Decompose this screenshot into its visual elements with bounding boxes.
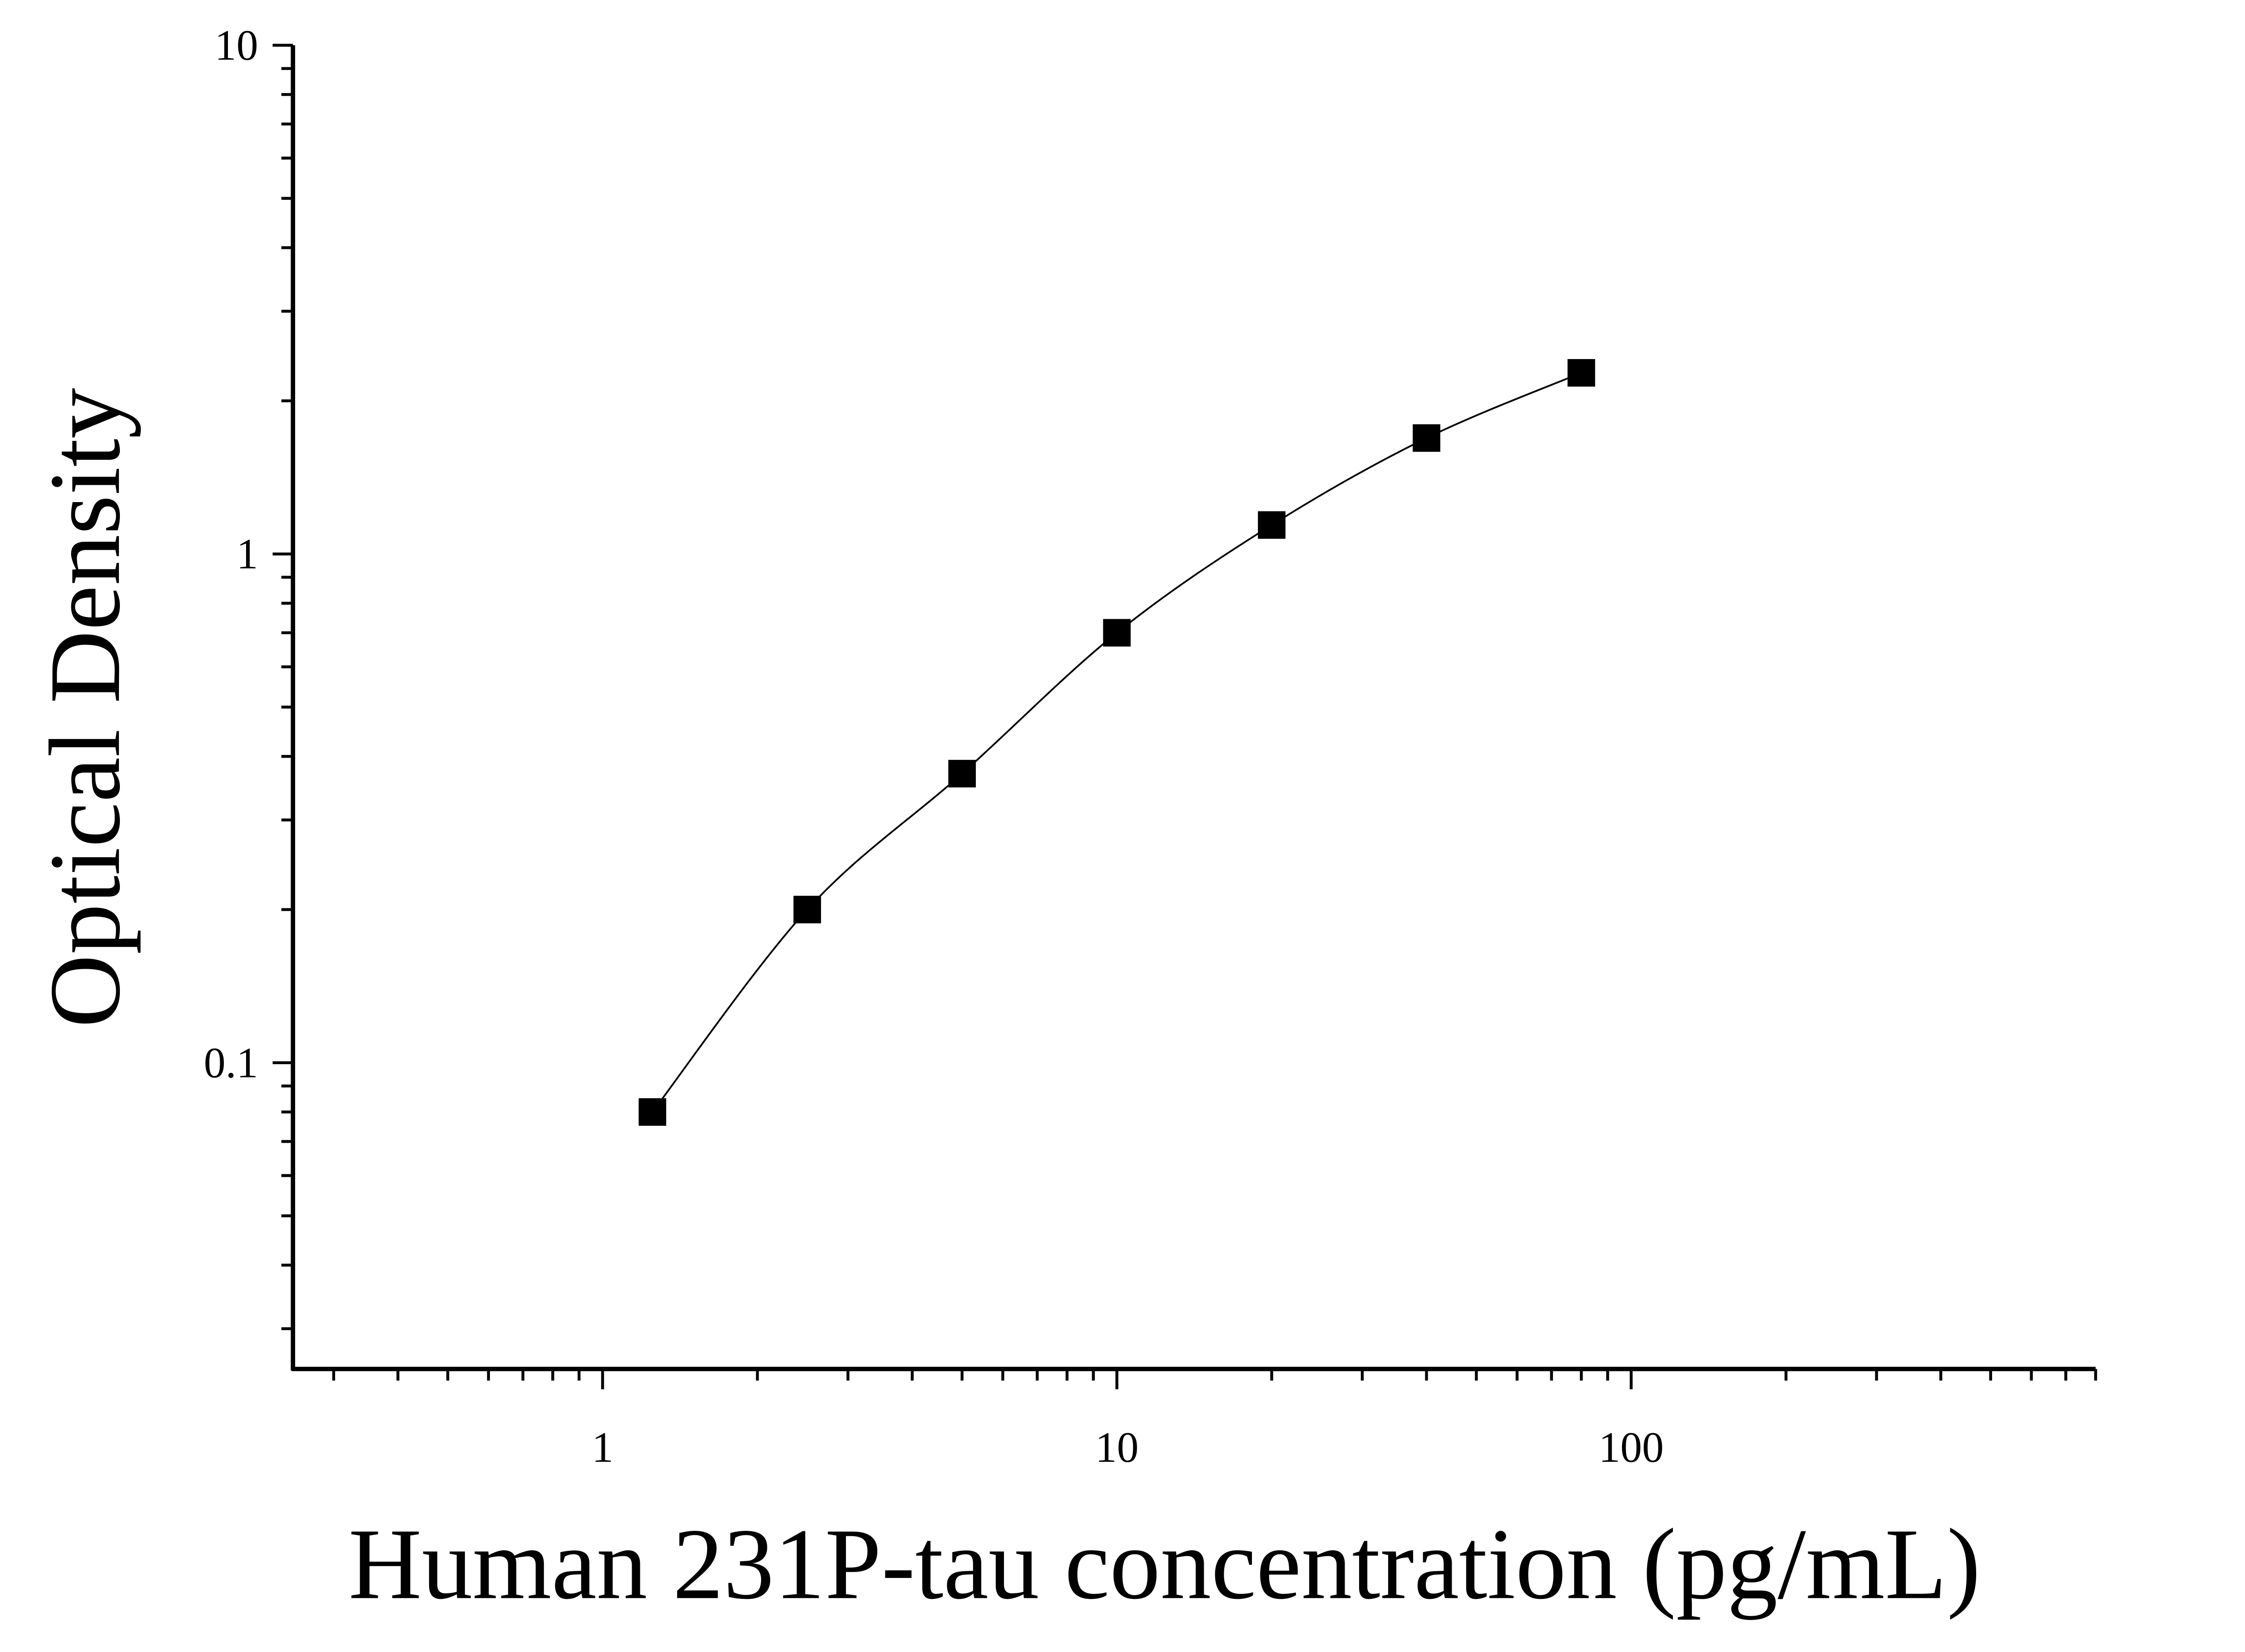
x-axis-title: Human 231P-tau concentration (pg/mL) <box>348 1508 1980 1620</box>
data-point <box>1258 511 1286 539</box>
data-point <box>1103 619 1131 647</box>
data-point <box>1568 359 1595 387</box>
data-point <box>638 1098 667 1126</box>
x-tick-label: 10 <box>1095 1423 1139 1471</box>
fit-curve <box>652 372 1582 1113</box>
x-tick-label: 100 <box>1598 1423 1664 1471</box>
y-tick-label: 1 <box>237 530 258 578</box>
y-axis-title: Optical Density <box>29 388 141 1028</box>
y-tick-label: 0.1 <box>204 1039 258 1087</box>
x-tick-label: 1 <box>592 1423 613 1471</box>
y-tick-label: 10 <box>215 21 258 69</box>
data-point <box>948 759 976 788</box>
data-point <box>1413 424 1440 452</box>
data-point <box>793 896 821 923</box>
